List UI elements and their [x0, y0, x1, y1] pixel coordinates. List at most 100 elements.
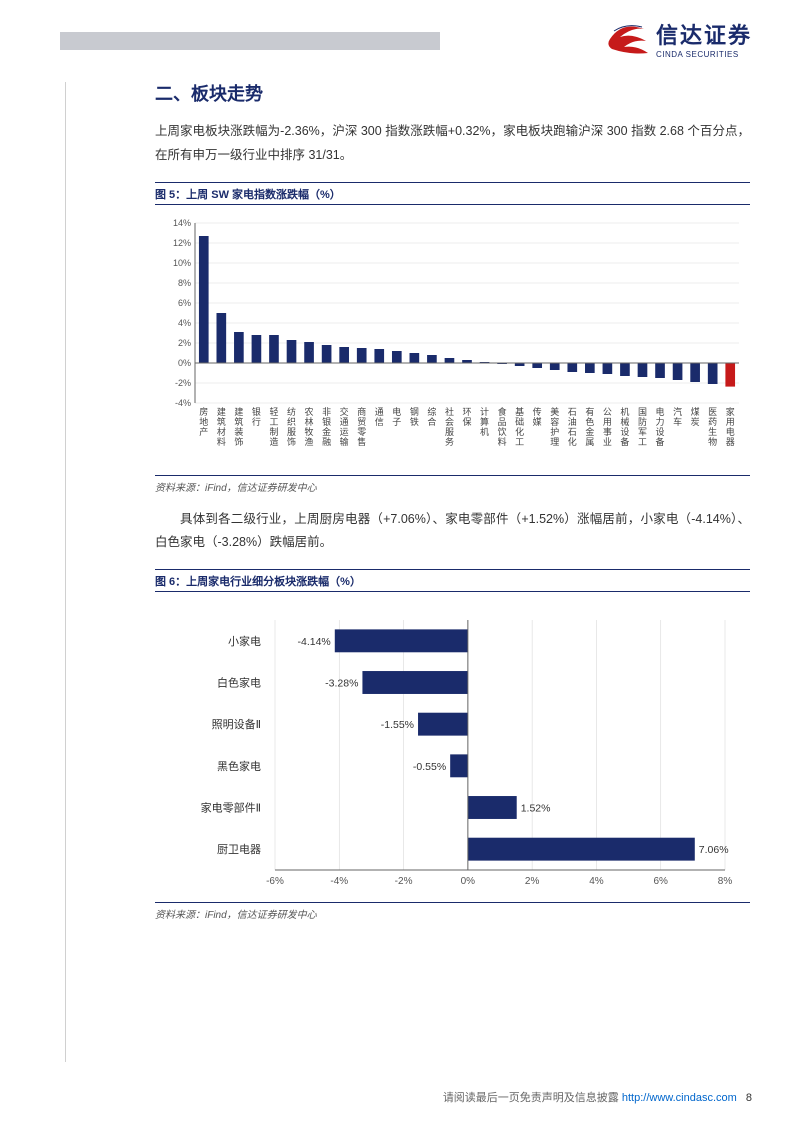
svg-text:-2%: -2% — [395, 876, 413, 887]
svg-text:设: 设 — [620, 427, 629, 437]
svg-text:黑色家电: 黑色家电 — [217, 759, 261, 773]
para2: 具体到各二级行业，上周厨房电器（+7.06%）、家电零部件（+1.52%）涨幅居… — [155, 508, 750, 556]
intro-paragraph: 上周家电板块涨跌幅为-2.36%，沪深 300 指数涨跌幅+0.32%，家电板块… — [155, 120, 750, 168]
svg-text:传: 传 — [533, 406, 542, 417]
svg-text:铁: 铁 — [410, 416, 419, 427]
svg-text:料: 料 — [498, 436, 507, 447]
svg-text:行: 行 — [252, 416, 261, 427]
svg-text:家: 家 — [726, 406, 735, 417]
brand-logo: 信达证券 CINDA SECURITIES — [604, 18, 752, 59]
brand-name-cn: 信达证券 — [656, 18, 752, 50]
svg-text:煤: 煤 — [691, 406, 700, 417]
svg-text:品: 品 — [498, 417, 507, 427]
svg-text:计: 计 — [480, 406, 489, 417]
svg-text:防: 防 — [638, 416, 647, 427]
svg-text:房: 房 — [199, 406, 208, 417]
svg-text:械: 械 — [620, 416, 629, 427]
svg-text:银: 银 — [252, 406, 261, 417]
svg-text:合: 合 — [427, 416, 436, 427]
svg-text:14%: 14% — [173, 218, 191, 228]
svg-text:材: 材 — [217, 426, 226, 437]
svg-text:服: 服 — [445, 427, 454, 437]
svg-text:制: 制 — [269, 426, 278, 437]
svg-text:家电零部件Ⅱ: 家电零部件Ⅱ — [201, 801, 261, 815]
fig6-sep — [155, 591, 750, 592]
svg-text:0%: 0% — [178, 358, 191, 368]
svg-text:2%: 2% — [525, 876, 540, 887]
section-title: 二、板块走势 — [155, 80, 750, 106]
svg-text:商: 商 — [357, 406, 366, 417]
logo-swirl-icon — [604, 19, 650, 59]
svg-text:地: 地 — [199, 416, 208, 427]
svg-text:务: 务 — [445, 436, 454, 447]
fig5-sep — [155, 204, 750, 205]
svg-text:织: 织 — [287, 416, 296, 427]
svg-text:轻: 轻 — [269, 406, 278, 417]
svg-text:护: 护 — [550, 426, 559, 437]
svg-text:-2%: -2% — [175, 378, 191, 388]
svg-text:小家电: 小家电 — [228, 634, 261, 648]
svg-text:产: 产 — [199, 426, 208, 437]
svg-text:电: 电 — [656, 406, 665, 417]
svg-text:属: 属 — [585, 437, 594, 447]
svg-text:业: 业 — [603, 437, 612, 447]
page-number: 8 — [746, 1092, 752, 1104]
fig5-title: 图 5：上周 SW 家电指数涨跌幅（%） — [155, 186, 750, 202]
svg-text:力: 力 — [656, 416, 665, 427]
svg-text:子: 子 — [392, 417, 401, 427]
svg-text:融: 融 — [322, 437, 331, 447]
svg-text:器: 器 — [726, 437, 735, 447]
svg-text:售: 售 — [357, 436, 366, 447]
svg-text:工: 工 — [638, 437, 647, 447]
svg-text:2%: 2% — [178, 338, 191, 348]
brand-name-en: CINDA SECURITIES — [656, 50, 752, 59]
svg-text:设: 设 — [656, 427, 665, 437]
svg-text:保: 保 — [462, 416, 471, 427]
svg-text:料: 料 — [217, 436, 226, 447]
svg-text:筑: 筑 — [217, 416, 226, 427]
svg-text:-4%: -4% — [330, 876, 348, 887]
svg-text:有: 有 — [585, 406, 594, 417]
svg-text:生: 生 — [708, 426, 717, 437]
svg-text:造: 造 — [269, 436, 278, 447]
footer-text: 请阅读最后一页免责声明及信息披露 — [443, 1092, 622, 1104]
svg-text:备: 备 — [656, 436, 665, 447]
header-grey-bar — [60, 32, 440, 50]
svg-text:美: 美 — [550, 406, 559, 417]
svg-text:容: 容 — [550, 416, 559, 427]
svg-text:银: 银 — [322, 416, 331, 427]
svg-text:石: 石 — [568, 427, 577, 437]
fig6-title: 图 6：上周家电行业细分板块涨跌幅（%） — [155, 573, 750, 589]
svg-text:8%: 8% — [178, 278, 191, 288]
svg-text:工: 工 — [269, 417, 278, 427]
svg-text:础: 础 — [515, 416, 524, 427]
svg-text:备: 备 — [620, 436, 629, 447]
svg-text:12%: 12% — [173, 238, 191, 248]
svg-text:6%: 6% — [178, 298, 191, 308]
svg-text:药: 药 — [708, 417, 717, 427]
svg-text:事: 事 — [603, 426, 612, 437]
svg-text:机: 机 — [620, 406, 629, 417]
svg-text:会: 会 — [445, 416, 454, 427]
svg-text:零: 零 — [357, 427, 366, 437]
svg-text:机: 机 — [480, 426, 489, 437]
svg-text:石: 石 — [568, 407, 577, 417]
svg-text:社: 社 — [445, 406, 454, 417]
svg-text:厨卫电器: 厨卫电器 — [217, 843, 261, 856]
svg-text:用: 用 — [603, 417, 612, 427]
svg-text:牧: 牧 — [305, 426, 314, 437]
svg-text:汽: 汽 — [673, 406, 682, 417]
svg-text:白色家电: 白色家电 — [217, 676, 261, 690]
svg-text:交: 交 — [340, 406, 349, 417]
svg-text:-4.14%: -4.14% — [298, 636, 331, 648]
svg-text:-4%: -4% — [175, 398, 191, 408]
svg-text:服: 服 — [287, 427, 296, 437]
svg-text:国: 国 — [638, 407, 647, 417]
svg-text:物: 物 — [708, 436, 717, 447]
svg-text:饮: 饮 — [498, 426, 507, 437]
svg-text:化: 化 — [568, 436, 577, 447]
svg-text:运: 运 — [340, 427, 349, 437]
svg-text:油: 油 — [568, 416, 577, 427]
svg-text:贸: 贸 — [357, 416, 366, 427]
footer-link[interactable]: http://www.cindasc.com — [622, 1092, 737, 1104]
